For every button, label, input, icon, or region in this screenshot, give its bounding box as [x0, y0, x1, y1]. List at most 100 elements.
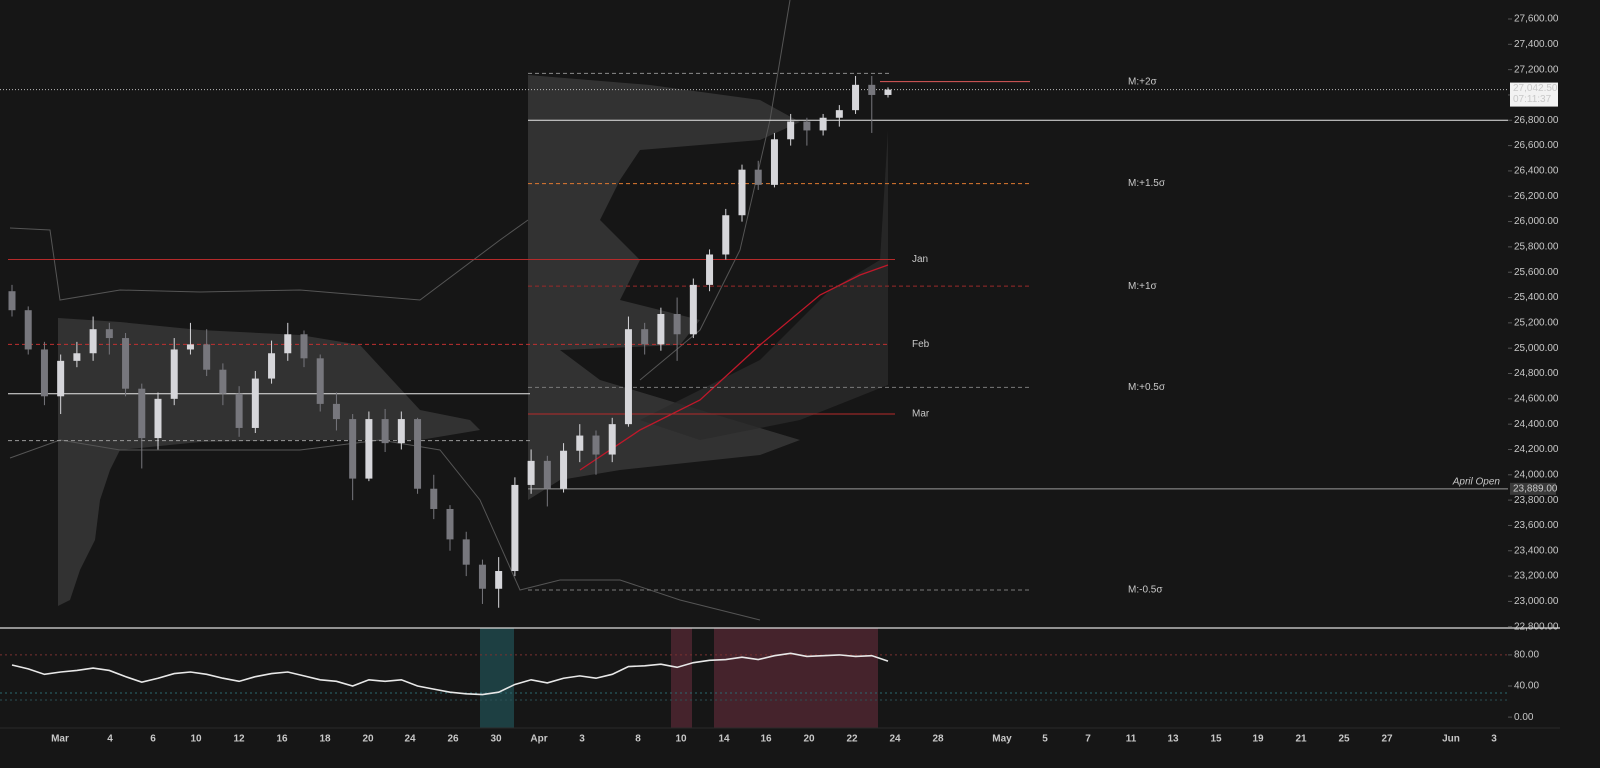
x-tick-label: 16 — [276, 734, 288, 745]
y-tick-label: 23,600.00 — [1514, 520, 1559, 531]
candle-body — [868, 84, 876, 95]
candle-body — [803, 121, 811, 131]
y-tick-label: 23,800.00 — [1514, 495, 1559, 506]
candle-body — [511, 484, 519, 572]
x-tick-label: 3 — [579, 734, 585, 745]
rsi-line — [11, 652, 889, 696]
candle-body — [884, 89, 892, 95]
candle-body — [40, 349, 48, 397]
y-tick-label: 0.00 — [1514, 712, 1534, 723]
candle-body — [770, 139, 778, 185]
y-tick-label: 23,200.00 — [1514, 571, 1559, 582]
candle-body — [57, 360, 65, 397]
x-tick-label: 21 — [1295, 734, 1307, 745]
candle-body — [787, 121, 795, 140]
candle-body — [381, 419, 389, 444]
y-tick-label: 27,200.00 — [1514, 64, 1559, 75]
y-tick-label: 27,400.00 — [1514, 39, 1559, 50]
x-tick-label: 12 — [233, 734, 245, 745]
x-tick-label: 27 — [1381, 734, 1393, 745]
y-tick-label: 27,600.00 — [1514, 14, 1559, 25]
x-tick-label: 18 — [319, 734, 331, 745]
candle-body — [73, 353, 81, 361]
candle-body — [8, 291, 16, 311]
x-tick-label: 20 — [803, 734, 815, 745]
candle-body — [495, 571, 503, 589]
candle-body — [122, 338, 130, 389]
candle-body — [592, 435, 600, 455]
candle-body — [24, 310, 32, 350]
x-tick-label: 19 — [1252, 734, 1264, 745]
level-label: M:+0.5σ — [1128, 382, 1166, 393]
last-price-box — [1510, 82, 1558, 107]
volume-profile — [528, 75, 800, 500]
candle-body — [235, 393, 243, 428]
candle-body — [462, 539, 470, 565]
y-tick-label: 25,800.00 — [1514, 242, 1559, 253]
x-tick-label: 20 — [362, 734, 374, 745]
level-label: Mar — [912, 409, 930, 420]
x-tick-label: 14 — [718, 734, 730, 745]
x-tick-label: 24 — [889, 734, 901, 745]
moving-average — [579, 264, 889, 471]
overbought-band — [671, 628, 692, 728]
candle-body — [414, 419, 422, 489]
candle-body — [835, 110, 843, 118]
overbought-band — [714, 628, 878, 728]
candle-body — [706, 254, 714, 285]
x-tick-label: 7 — [1085, 734, 1091, 745]
candle-body — [657, 314, 665, 345]
candle-body — [641, 329, 649, 345]
candle-body — [689, 284, 697, 335]
y-tick-label: 26,200.00 — [1514, 191, 1559, 202]
candle-body — [446, 508, 454, 540]
band-line — [9, 219, 529, 301]
level-label: M:+1.5σ — [1128, 178, 1166, 189]
candle-body — [543, 460, 551, 489]
y-tick-label: 22,800.00 — [1514, 621, 1559, 632]
candle-body — [284, 334, 292, 354]
y-tick-label: 80.00 — [1514, 650, 1539, 661]
y-tick-label: 23,400.00 — [1514, 545, 1559, 556]
y-tick-label: 26,400.00 — [1514, 166, 1559, 177]
x-tick-label: 28 — [932, 734, 944, 745]
x-tick-label: 11 — [1126, 734, 1137, 745]
candle-body — [608, 424, 616, 455]
y-tick-label: 24,600.00 — [1514, 393, 1559, 404]
y-tick-label: 26,800.00 — [1514, 115, 1559, 126]
level-label: Feb — [912, 339, 930, 350]
x-tick-label: 3 — [1491, 734, 1497, 745]
candle-body — [430, 488, 438, 509]
shaded-band — [640, 130, 888, 440]
y-tick-label: 24,800.00 — [1514, 368, 1559, 379]
candle-body — [349, 419, 357, 479]
y-tick-label: 26,000.00 — [1514, 216, 1559, 227]
price-box-label: 23,889.00 — [1513, 483, 1558, 494]
candle-body — [332, 403, 340, 420]
candle-body — [560, 450, 568, 489]
level-label: April Open — [1452, 476, 1501, 487]
x-tick-label: 8 — [635, 734, 641, 745]
candle-body — [527, 460, 535, 485]
y-tick-label: 23,000.00 — [1514, 596, 1559, 607]
candle-body — [251, 378, 259, 428]
price-box — [1510, 482, 1556, 495]
candle-body — [219, 369, 227, 394]
band-line — [639, 0, 791, 381]
candle-body — [154, 398, 162, 439]
countdown: 07:11:37 — [1513, 94, 1552, 105]
level-label: M:+2σ — [1128, 76, 1158, 87]
candle-body — [268, 353, 276, 379]
band-line — [9, 439, 761, 621]
candle-body — [186, 344, 194, 350]
x-tick-label: Jun — [1442, 734, 1460, 745]
candle-body — [819, 117, 827, 131]
x-tick-label: Mar — [51, 734, 69, 745]
candle-body — [105, 329, 113, 339]
x-tick-label: 13 — [1167, 734, 1179, 745]
x-tick-label: 24 — [404, 734, 416, 745]
y-tick-label: 25,400.00 — [1514, 292, 1559, 303]
x-tick-label: 15 — [1210, 734, 1222, 745]
